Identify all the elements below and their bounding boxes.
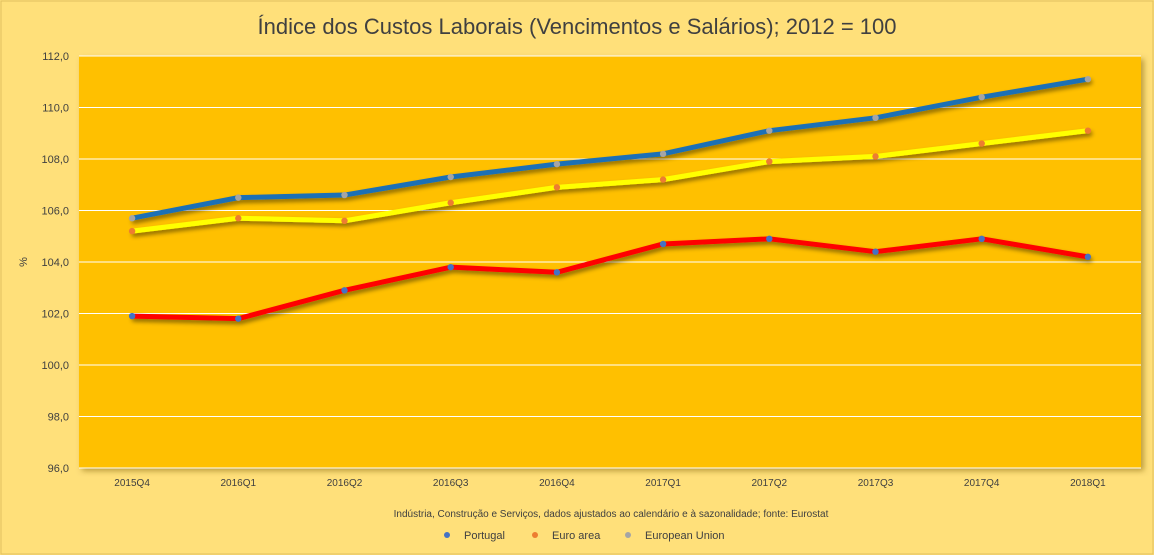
legend-item: Portugal xyxy=(429,530,505,542)
x-tick-label: 2016Q4 xyxy=(539,478,575,489)
series-european-union xyxy=(128,75,1092,222)
data-point xyxy=(659,150,667,158)
series-lines xyxy=(128,75,1092,322)
data-point xyxy=(978,140,985,147)
x-tick-label: 2015Q4 xyxy=(114,478,150,489)
data-point xyxy=(766,235,773,243)
series-line xyxy=(129,76,1091,221)
y-tick-label: 106,0 xyxy=(41,206,69,218)
legend: Portugal Euro area European Union xyxy=(429,530,725,542)
legend-marker xyxy=(532,532,538,538)
data-point xyxy=(128,227,136,235)
data-point xyxy=(872,248,879,255)
series-portugal xyxy=(128,235,1092,322)
y-tick-label: 108,0 xyxy=(41,154,69,166)
data-point xyxy=(447,199,454,206)
data-point xyxy=(128,215,136,222)
y-tick-label: 96,0 xyxy=(48,463,69,475)
x-tick-label: 2016Q2 xyxy=(327,478,363,489)
data-point xyxy=(235,194,242,201)
x-tick-label: 2017Q1 xyxy=(645,478,681,489)
y-tick-label: 110,0 xyxy=(42,103,69,115)
data-point xyxy=(766,158,773,165)
legend-marker xyxy=(444,532,450,538)
chart-title: Índice dos Custos Laborais (Vencimentos … xyxy=(258,14,897,39)
x-tick-label: 2016Q1 xyxy=(221,478,257,489)
data-point xyxy=(553,160,561,168)
data-point xyxy=(978,94,985,101)
data-point xyxy=(553,269,561,276)
x-tick-label: 2017Q2 xyxy=(752,478,788,489)
source-note: Indústria, Construção e Serviços, dados … xyxy=(394,509,829,520)
data-point xyxy=(978,235,985,243)
data-point xyxy=(341,191,348,199)
y-tick-label: 102,0 xyxy=(41,309,69,321)
data-point xyxy=(235,315,242,322)
y-tick-label: 104,0 xyxy=(41,257,69,269)
data-point xyxy=(447,263,454,271)
legend-label: Portugal xyxy=(464,530,505,542)
legend-item: Euro area xyxy=(517,530,601,542)
data-point xyxy=(447,173,454,181)
data-point xyxy=(128,312,136,320)
series-line xyxy=(129,128,1091,234)
data-point xyxy=(1084,75,1092,83)
y-tick-label: 100,0 xyxy=(41,360,69,372)
data-point xyxy=(659,176,667,183)
data-point xyxy=(553,184,561,191)
data-point xyxy=(872,114,879,122)
data-point xyxy=(872,153,879,160)
data-point xyxy=(766,127,773,134)
data-point xyxy=(341,217,348,224)
y-tick-label: 112,0 xyxy=(42,51,69,63)
data-point xyxy=(1084,253,1092,261)
y-axis-tick-labels: 96,0 98,0 100,0 102,0 104,0 106,0 108,0 110,0 11… xyxy=(41,51,69,475)
x-tick-label: 2018Q1 xyxy=(1070,478,1106,489)
x-axis-tick-labels: 2015Q4 2016Q1 2016Q2 2016Q3 2016Q4 2017Q1 2017… xyxy=(114,478,1106,489)
legend-label: Euro area xyxy=(552,530,601,542)
x-tick-label: 2017Q4 xyxy=(964,478,1000,489)
legend-marker xyxy=(625,532,631,538)
x-tick-label: 2016Q3 xyxy=(433,478,469,489)
legend-item: European Union xyxy=(610,530,725,542)
series-euro-area xyxy=(128,127,1092,235)
data-point xyxy=(1084,127,1092,134)
legend-label: European Union xyxy=(645,530,725,542)
y-axis-label: % xyxy=(18,257,30,267)
x-tick-label: 2017Q3 xyxy=(858,478,894,489)
series-line xyxy=(129,236,1091,322)
y-tick-label: 98,0 xyxy=(48,412,69,424)
data-point xyxy=(341,287,348,294)
data-point xyxy=(235,215,242,222)
data-point xyxy=(659,240,667,248)
